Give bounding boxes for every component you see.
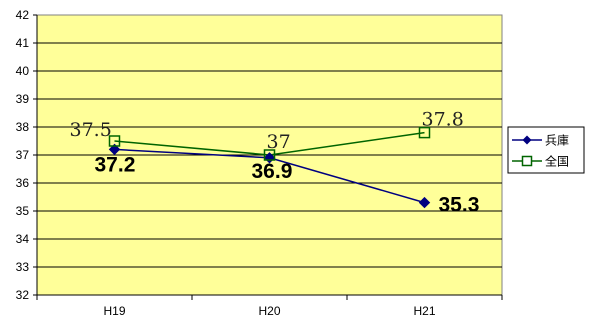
data-point-zenkoku (263, 149, 276, 161)
legend-box (507, 126, 585, 174)
data-label-hyogo: 36.9 (252, 160, 293, 183)
data-label-hyogo: 35.3 (439, 194, 480, 217)
series-layer (108, 126, 431, 209)
y-tick-label: 42 (16, 8, 30, 22)
y-tick-label: 33 (16, 260, 30, 274)
x-tick-label: H19 (103, 304, 125, 318)
legend-marker-square (521, 155, 533, 167)
y-tick-label: 38 (16, 120, 30, 134)
y-tick-label: 36 (16, 176, 30, 190)
y-tick-label: 41 (16, 36, 30, 50)
y-tick-label: 32 (16, 288, 30, 302)
data-label-zenkoku: 37.5 (70, 119, 112, 141)
x-tick-label: H20 (258, 304, 280, 318)
legend-label: 兵庫 (545, 134, 569, 148)
data-point-hyogo (418, 196, 431, 209)
data-labels-layer: 37.5 37 37.8 37.2 36.9 35.3 (70, 109, 480, 217)
data-label-hyogo: 37.2 (95, 153, 136, 176)
legend-marker-diamond (522, 135, 532, 145)
y-tick-label: 39 (16, 92, 30, 106)
data-point-zenkoku (418, 126, 431, 139)
y-axis-ticks: 32 33 34 35 36 37 38 39 40 41 42 (16, 8, 37, 302)
x-axis-ticks: H19 H20 H21 (36, 295, 503, 318)
y-tick-label: 37 (16, 148, 30, 162)
y-tick-label: 35 (16, 204, 30, 218)
data-point-hyogo (108, 143, 121, 156)
y-tick-label: 40 (16, 64, 30, 78)
data-point-zenkoku (108, 135, 121, 147)
x-tick-label: H21 (413, 304, 435, 318)
data-label-zenkoku: 37.8 (422, 109, 464, 131)
legend-label: 全国 (545, 154, 569, 169)
y-tick-label: 34 (16, 232, 30, 246)
data-label-zenkoku: 37 (267, 131, 291, 153)
